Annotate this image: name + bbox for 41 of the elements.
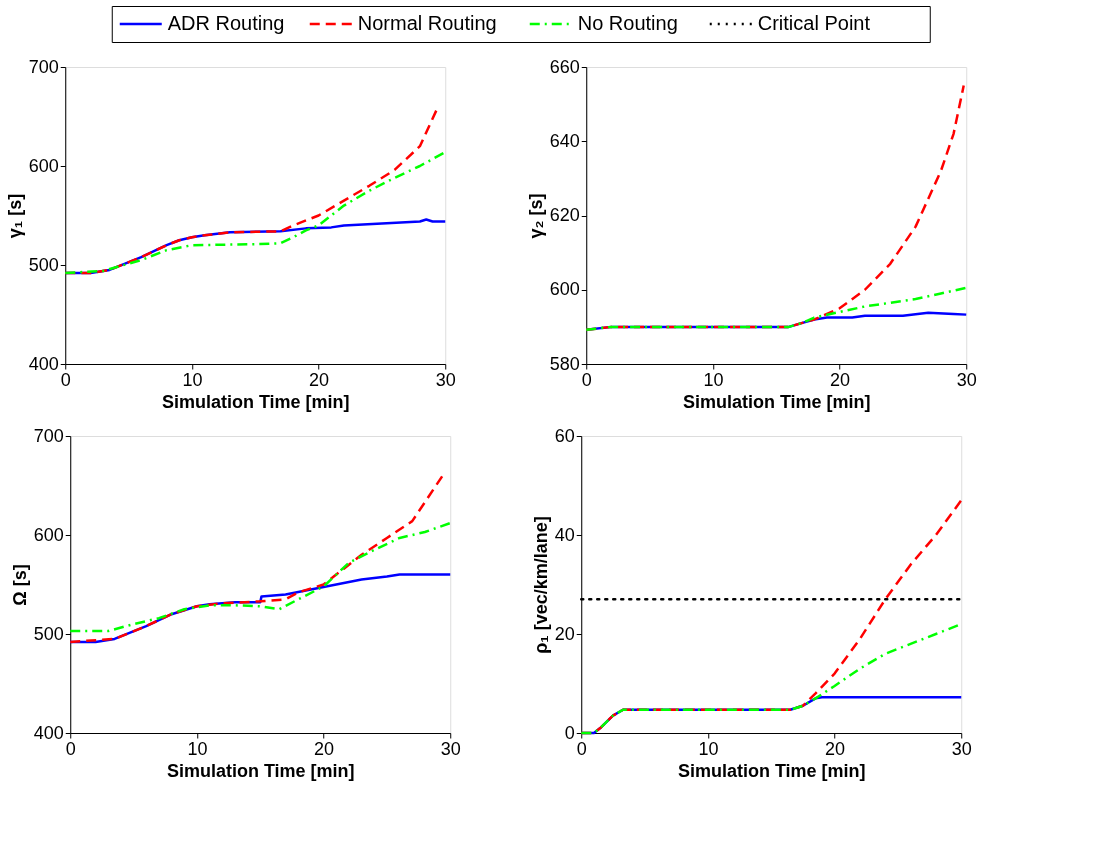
y-tick-label: 400	[33, 722, 64, 743]
legend-label: Normal Routing	[357, 12, 497, 34]
y-tick-label: 0	[564, 722, 575, 743]
y-tick-label: 60	[554, 425, 575, 446]
x-tick-label: 30	[956, 369, 977, 390]
x-tick-label: 10	[703, 369, 724, 390]
y-tick-label: 700	[28, 56, 59, 77]
x-axis-title: Simulation Time [min]	[682, 391, 871, 412]
y-axis-title: Ω [s]	[9, 564, 30, 606]
y-tick-label: 580	[549, 353, 580, 374]
x-axis-title: Simulation Time [min]	[166, 760, 355, 781]
y-tick-label: 500	[33, 623, 64, 644]
y-tick-label: 620	[549, 205, 580, 225]
y-tick-label: 700	[33, 425, 64, 446]
y-tick-label: 640	[549, 130, 580, 151]
y-axis-title: γ₂ [s]	[525, 193, 546, 239]
legend-label: No Routing	[577, 12, 678, 34]
y-tick-label: 500	[28, 254, 59, 275]
y-tick-label: 400	[28, 353, 59, 374]
y-tick-label: 600	[28, 155, 59, 176]
x-tick-label: 20	[309, 369, 330, 390]
x-tick-label: 20	[314, 738, 335, 759]
x-tick-label: 20	[825, 738, 846, 759]
y-tick-label: 600	[33, 524, 64, 545]
x-tick-label: 30	[951, 738, 972, 759]
x-axis-title: Simulation Time [min]	[677, 760, 866, 781]
y-tick-label: 20	[554, 623, 575, 644]
x-tick-label: 10	[182, 369, 203, 390]
x-tick-label: 10	[187, 738, 208, 759]
legend-label: ADR Routing	[167, 12, 285, 34]
x-tick-label: 30	[435, 369, 456, 390]
y-tick-label: 600	[549, 279, 580, 300]
x-tick-label: 30	[440, 738, 461, 759]
y-axis-title: ρ₁ [vec/km/lane]	[530, 516, 551, 654]
y-axis-title: γ₁ [s]	[4, 193, 25, 239]
y-tick-label: 660	[549, 56, 580, 77]
x-tick-label: 10	[698, 738, 719, 759]
y-tick-label: 40	[554, 524, 575, 545]
legend-label: Critical Point	[757, 12, 871, 34]
x-tick-label: 20	[830, 369, 851, 390]
x-axis-title: Simulation Time [min]	[161, 391, 350, 412]
